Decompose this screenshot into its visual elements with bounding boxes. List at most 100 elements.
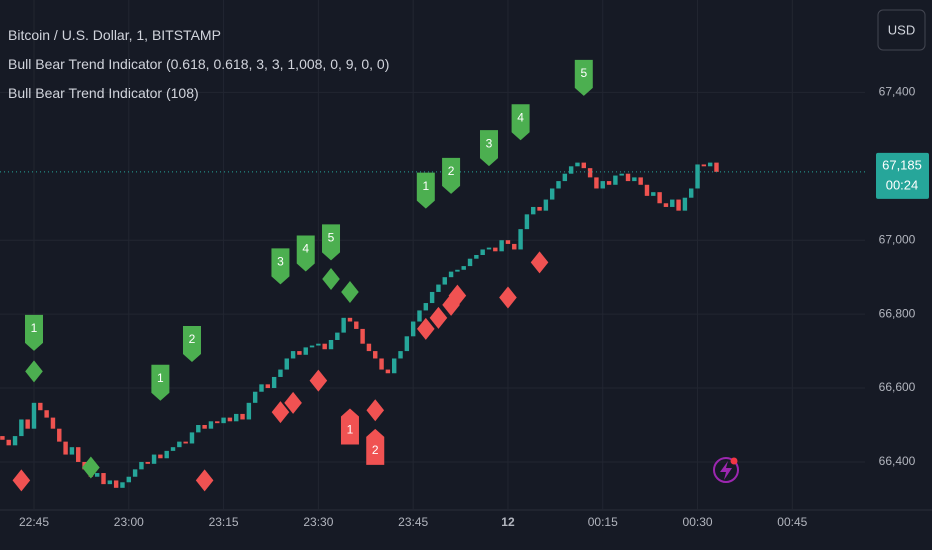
bull-label-text: 5 <box>328 231 335 245</box>
candle-body <box>303 347 308 355</box>
candle-body <box>486 247 492 250</box>
candle-body <box>714 162 719 172</box>
candle-body <box>379 358 384 370</box>
candle-body <box>398 351 403 359</box>
bull-label-text: 4 <box>517 110 524 124</box>
candle-body <box>682 197 688 211</box>
candle-body <box>512 243 517 250</box>
candle-body <box>57 428 62 442</box>
y-tick-label: 67,000 <box>879 232 916 246</box>
bull-label <box>479 130 498 167</box>
candle-body <box>202 425 207 429</box>
bull-label <box>442 157 461 194</box>
candle-body <box>632 177 637 182</box>
candle-body <box>600 181 605 189</box>
candle-body <box>215 421 220 424</box>
currency-button[interactable] <box>877 9 926 51</box>
bull-label <box>24 314 43 351</box>
candle-body <box>335 332 340 340</box>
candle-body <box>120 482 125 488</box>
candle-body <box>556 181 561 189</box>
candle-body <box>341 317 346 333</box>
candle-body <box>480 249 485 255</box>
y-tick-label: 66,600 <box>879 380 916 394</box>
candle-body <box>695 164 700 189</box>
candle-body <box>581 162 586 169</box>
bull-label-text: 5 <box>580 66 587 80</box>
plot: 1 1 2 3 4 5 1 2 3 4 5 1 2 <box>0 59 865 492</box>
candle-body <box>126 476 132 483</box>
candle-body <box>284 358 289 370</box>
candle-body <box>271 376 277 389</box>
candle-body <box>0 436 5 440</box>
candle-body <box>297 351 302 355</box>
candle-body <box>391 358 397 374</box>
bear-diamond <box>309 369 328 392</box>
x-tick-label: 23:45 <box>398 515 428 529</box>
candle-body <box>455 269 460 272</box>
candle-body <box>170 447 176 451</box>
x-tick-label: 12 <box>501 515 515 529</box>
last-price-tag <box>876 152 929 199</box>
bear-diamond <box>442 293 460 316</box>
x-tick-label: 23:15 <box>209 515 239 529</box>
candle-body <box>505 240 511 244</box>
candle-body <box>429 291 435 304</box>
candle-body <box>619 173 624 176</box>
candle-body <box>19 419 24 437</box>
candle-body <box>265 384 271 389</box>
candle-body <box>436 284 441 292</box>
candle-body <box>606 181 612 185</box>
candle-body <box>360 328 365 344</box>
candle-body <box>518 229 523 250</box>
bull-diamond <box>341 280 359 303</box>
bear-diamond <box>12 469 31 492</box>
bull-label-text: 4 <box>302 242 309 256</box>
x-tick-label: 23:00 <box>114 515 144 529</box>
candle-body <box>347 317 353 322</box>
candle-body <box>101 473 106 485</box>
candle-body <box>164 450 169 459</box>
candle-body <box>568 166 574 174</box>
x-tick-label: 00:45 <box>777 515 807 529</box>
candle-body <box>670 199 675 207</box>
candle-body <box>587 168 593 178</box>
alert-icon[interactable] <box>713 457 739 483</box>
candle-body <box>12 436 18 446</box>
bull-label <box>271 248 290 285</box>
bull-label <box>296 235 315 272</box>
candle-body <box>657 192 662 204</box>
bear-diamond <box>417 317 435 340</box>
bull-label-text: 1 <box>157 371 164 385</box>
bull-label <box>416 172 435 209</box>
candle-body <box>423 303 429 311</box>
candle-body <box>663 203 669 207</box>
bull-label <box>151 364 170 401</box>
candle-body <box>373 351 378 359</box>
currency-label[interactable]: USD <box>888 22 915 37</box>
bear-diamond <box>530 251 549 274</box>
candle-body <box>63 441 68 455</box>
candle-body <box>638 177 643 185</box>
candle-body <box>613 175 618 185</box>
candle-body <box>461 266 466 270</box>
last-price-label: 67,185 <box>882 157 922 172</box>
bull-diamond <box>322 268 340 291</box>
candle-body <box>38 402 43 411</box>
candle-body <box>575 162 580 167</box>
candle-body <box>183 441 188 444</box>
candle-body <box>385 369 391 374</box>
bull-label <box>574 59 593 96</box>
candle-body <box>31 402 37 429</box>
bear-diamond <box>284 391 302 414</box>
bear-diamond <box>271 401 290 424</box>
bull-label-text: 1 <box>31 321 38 335</box>
candle-body <box>562 173 568 182</box>
candle-body <box>139 461 144 470</box>
candle-body <box>151 454 157 464</box>
bull-label <box>322 224 341 261</box>
candle-body <box>644 184 650 196</box>
candle-body <box>549 188 555 200</box>
candle-body <box>25 419 30 429</box>
